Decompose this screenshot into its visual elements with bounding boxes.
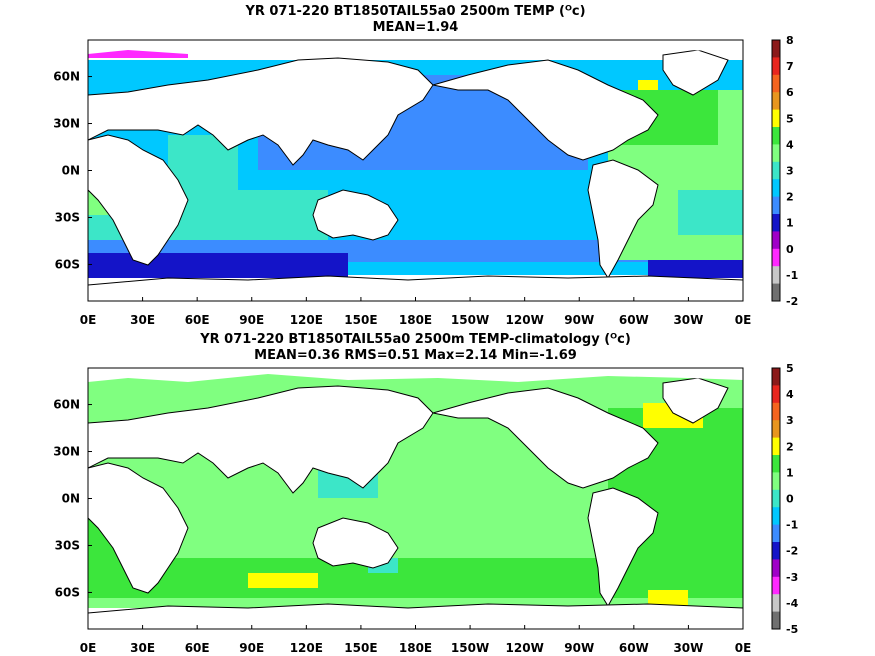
colorbar-swatch	[772, 437, 780, 456]
colorbar-tick-label: 8	[786, 34, 794, 47]
lat-label: 60N	[53, 70, 80, 84]
colorbar-tick-label: 2	[786, 440, 794, 453]
colorbars: 8 7 6 5 4 3 2 1 0 -1 -2 5 4 3 2 1 0 -1 -2 -3 -4 -5	[771, 34, 799, 636]
bottom-title-line1: YR 071-220 BT1850TAIL55a0 2500m TEMP-cli…	[200, 332, 631, 347]
lon-label: 150E	[344, 313, 377, 327]
lon-label: 150W	[451, 641, 489, 655]
lon-label: 90W	[564, 313, 594, 327]
lat-label: 60S	[55, 257, 80, 271]
lon-label: 0E	[80, 313, 97, 327]
colorbar-tick-label: 0	[786, 493, 794, 506]
colorbar-swatch	[772, 283, 780, 302]
colorbar-swatch	[772, 559, 780, 578]
colorbar-swatch	[772, 542, 780, 560]
colorbar-frame	[771, 367, 781, 630]
colorbar-swatch	[772, 40, 780, 58]
colorbar-swatch	[772, 576, 780, 595]
colorbar-swatch	[772, 524, 780, 543]
lon-label: 90E	[239, 313, 264, 327]
colorbar-tick-label: -1	[786, 269, 798, 282]
lat-label: 60N	[53, 398, 80, 412]
colorbar-swatch	[772, 196, 780, 215]
lon-label: 30E	[130, 313, 155, 327]
colorbar-tick-label: -3	[786, 571, 798, 584]
colorbar-swatch	[772, 507, 780, 526]
lon-label: 180E	[399, 313, 432, 327]
colorbar-tick-label: 1	[786, 217, 794, 230]
lat-label: 30N	[53, 445, 80, 459]
lon-label: 150W	[451, 313, 489, 327]
lon-label: 120W	[506, 313, 544, 327]
bottom-title-line2: MEAN=0.36 RMS=0.51 Max=2.14 Min=-1.69	[254, 348, 577, 363]
lat-label: 30N	[53, 117, 80, 131]
colorbar-tick-label: 3	[786, 165, 794, 178]
top-title-line1: YR 071-220 BT1850TAIL55a0 2500m TEMP (ᴼc…	[245, 4, 586, 19]
colorbar-swatch	[772, 368, 780, 386]
lon-label: 30W	[673, 313, 703, 327]
colorbar-swatch	[772, 455, 780, 473]
lon-label: 120E	[290, 641, 323, 655]
lon-label: 120E	[290, 313, 323, 327]
colorbar-swatch	[772, 385, 780, 404]
colorbar-tick-label: -5	[786, 623, 798, 636]
lat-label: 30S	[55, 210, 80, 224]
lon-label: 60W	[619, 641, 649, 655]
colorbar-swatch	[772, 402, 780, 421]
colorbar-tick-label: 5	[786, 362, 794, 375]
colorbar-swatch	[772, 266, 780, 285]
lon-label: 120W	[506, 641, 544, 655]
bottom-map	[87, 367, 744, 630]
colorbar-tick-label: 7	[786, 60, 794, 73]
colorbar-tick-label: 0	[786, 243, 794, 256]
lon-label: 60W	[619, 313, 649, 327]
lon-label: 90E	[239, 641, 264, 655]
colorbar-swatch	[772, 472, 780, 491]
lat-label: 0N	[62, 164, 80, 178]
colorbar-tick-label: -4	[786, 597, 799, 610]
colorbar-swatch	[772, 109, 780, 128]
top-title-line2: MEAN=1.94	[372, 20, 459, 35]
colorbar-swatch	[772, 74, 780, 93]
colorbar-swatch	[772, 144, 780, 163]
colorbar-swatch	[772, 231, 780, 250]
colorbar-swatch	[772, 420, 780, 439]
lon-label: 60E	[185, 313, 210, 327]
lon-label: 0E	[80, 641, 97, 655]
lon-label: 180E	[399, 641, 432, 655]
axis-labels: 60N 30N 0N 30S 60S 0E 30E 60E 90E 120E 150E 180E 150…	[53, 70, 751, 655]
lat-label: 0N	[62, 492, 80, 506]
lat-label: 60S	[55, 585, 80, 599]
lon-label: 60E	[185, 641, 210, 655]
colorbar-tick-label: 5	[786, 112, 794, 125]
lon-label: 30W	[673, 641, 703, 655]
colorbar-tick-label: -2	[786, 295, 798, 308]
colorbar-swatch	[772, 57, 780, 76]
top-map	[87, 39, 744, 302]
colorbar-tick-label: -2	[786, 545, 798, 558]
lon-label: 0E	[735, 313, 752, 327]
lon-label: 90W	[564, 641, 594, 655]
colorbar-tick-label: -1	[786, 519, 798, 532]
colorbar-swatch	[772, 594, 780, 613]
lon-label: 150E	[344, 641, 377, 655]
colorbar-swatch	[772, 611, 780, 630]
colorbar-tick-label: 4	[786, 138, 794, 151]
colorbar-tick-label: 1	[786, 466, 794, 479]
colorbar-tick-label: 6	[786, 86, 794, 99]
colorbar-swatch	[772, 127, 780, 145]
colorbar-frame	[771, 39, 781, 302]
lat-label: 30S	[55, 538, 80, 552]
colorbar-swatch	[772, 489, 780, 508]
colorbar-swatch	[772, 161, 780, 180]
colorbar-swatch	[772, 92, 780, 111]
colorbar-swatch	[772, 248, 780, 267]
lon-label: 0E	[735, 641, 752, 655]
colorbar-tick-label: 4	[786, 388, 794, 401]
lon-label: 30E	[130, 641, 155, 655]
colorbar-tick-label: 3	[786, 414, 794, 427]
colorbar-swatch	[772, 214, 780, 232]
colorbar-swatch	[772, 179, 780, 198]
colorbar-tick-label: 2	[786, 191, 794, 204]
